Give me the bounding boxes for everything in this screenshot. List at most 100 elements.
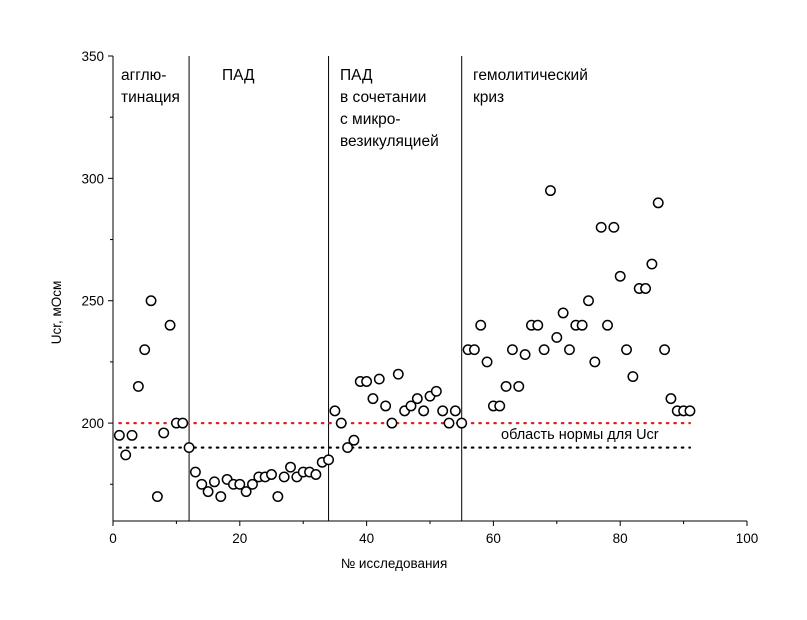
data-point	[564, 344, 575, 356]
data-point	[189, 466, 201, 478]
region-label: гемолитический криз	[473, 67, 588, 106]
data-point	[614, 270, 626, 282]
data-point	[323, 454, 335, 466]
data-point	[240, 486, 252, 498]
data-point	[621, 344, 632, 356]
region-label-line: с микро-	[340, 111, 401, 128]
data-point	[500, 380, 512, 392]
data-point	[278, 471, 290, 483]
x-axis-label: № исследования	[341, 556, 448, 571]
region-label-line: в сочетании	[340, 89, 426, 106]
data-point	[437, 405, 449, 417]
data-point	[120, 449, 132, 461]
region-label: агглю-тинация	[121, 67, 180, 106]
region-label: ПАД	[222, 67, 255, 84]
data-point	[132, 380, 144, 392]
data-point	[468, 344, 480, 356]
data-point	[627, 371, 639, 383]
axes: 0 20 40 60 80 100 200 250 300 350	[81, 49, 758, 546]
data-point	[380, 400, 392, 412]
data-point	[557, 307, 569, 319]
x-tick-label: 80	[613, 531, 628, 546]
data-point	[310, 469, 322, 480]
region-label-line: гемолитический	[473, 67, 588, 84]
region-label-line: криз	[473, 89, 504, 106]
data-point	[589, 356, 601, 368]
data-point	[602, 319, 613, 331]
data-point	[646, 258, 658, 270]
data-point	[177, 417, 189, 429]
data-point	[475, 319, 487, 331]
data-point	[196, 478, 208, 490]
region-label-line: ПАД	[340, 67, 373, 84]
data-point	[411, 393, 423, 405]
data-point	[183, 442, 195, 454]
data-point	[266, 469, 277, 480]
x-tick-label: 20	[232, 531, 247, 546]
data-point	[481, 356, 493, 368]
data-point	[551, 331, 563, 343]
data-point	[158, 427, 170, 439]
data-point	[595, 221, 607, 233]
data-point	[545, 185, 556, 197]
data-point	[342, 442, 354, 454]
y-tick-label: 350	[81, 49, 104, 64]
data-point	[538, 344, 550, 356]
region-label-line: везикуляцией	[340, 133, 439, 150]
data-point	[247, 478, 258, 490]
data-point	[640, 283, 652, 294]
x-tick-label: 40	[359, 531, 374, 546]
data-point	[145, 295, 157, 307]
data-point	[494, 400, 506, 412]
data-point	[392, 368, 404, 380]
data-point	[151, 491, 163, 502]
region-labels: агглю-тинация ПАД ПАД в сочетании с микро-ве…	[121, 67, 588, 150]
y-tick-label: 250	[81, 294, 104, 309]
data-point	[684, 405, 696, 417]
data-point	[202, 486, 214, 498]
data-point	[576, 319, 588, 331]
data-point	[208, 476, 220, 488]
data-point	[113, 429, 125, 441]
data-point	[335, 417, 347, 429]
x-tick-label: 60	[486, 531, 501, 546]
norm-annotation: область нормы для Ucr	[501, 427, 659, 443]
reference-lines	[118, 422, 692, 449]
data-point	[443, 417, 455, 429]
y-tick-label: 200	[81, 416, 104, 431]
data-point	[272, 491, 284, 502]
data-point	[659, 344, 671, 356]
data-points	[113, 185, 696, 502]
phase-dividers	[188, 56, 463, 521]
data-point	[348, 434, 360, 446]
region-label: ПАД в сочетании с микро-везикуляцией	[340, 67, 439, 150]
data-point	[215, 491, 227, 502]
region-label-line: ПАД	[222, 67, 255, 84]
data-point	[456, 417, 468, 429]
data-point	[386, 417, 398, 429]
y-axis-label: Ucr, мОсм	[49, 281, 64, 345]
x-tick-label: 0	[109, 531, 117, 546]
data-point	[506, 344, 518, 356]
data-point	[430, 385, 442, 397]
data-point	[405, 400, 417, 412]
data-point	[608, 221, 620, 233]
data-point	[234, 478, 246, 490]
data-point	[373, 373, 385, 385]
data-point	[665, 393, 677, 405]
data-point	[652, 197, 664, 209]
data-point	[285, 461, 296, 473]
data-point	[513, 380, 525, 392]
data-point	[449, 405, 461, 417]
x-tick-label: 100	[736, 531, 759, 546]
region-label-line: тинация	[121, 89, 180, 106]
data-point	[139, 344, 151, 356]
data-point	[367, 393, 379, 405]
y-tick-label: 300	[81, 171, 104, 186]
data-point	[126, 429, 138, 441]
data-point	[519, 349, 531, 361]
data-point	[361, 376, 373, 387]
data-point	[329, 405, 341, 417]
data-point	[532, 319, 544, 331]
